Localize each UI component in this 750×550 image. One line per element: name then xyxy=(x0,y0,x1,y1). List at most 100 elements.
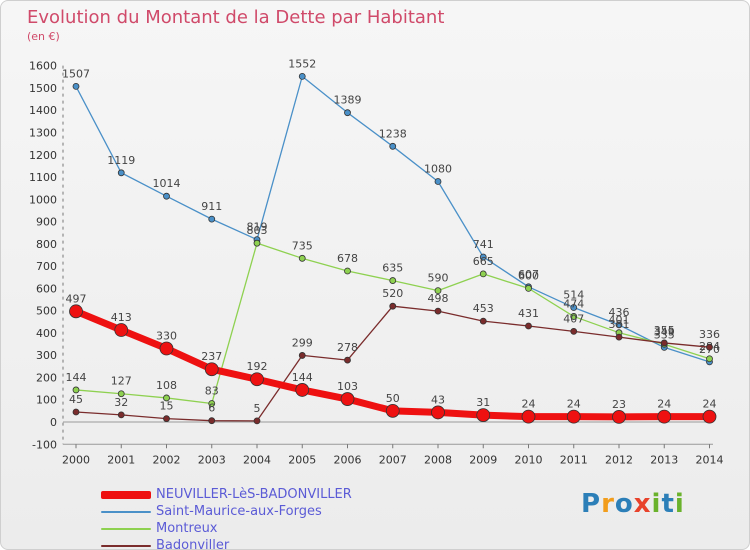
data-label: 24 xyxy=(703,398,717,411)
data-point xyxy=(69,304,83,319)
data-point xyxy=(298,254,306,262)
data-point xyxy=(570,313,578,320)
x-tick-label: 2008 xyxy=(424,453,452,466)
data-label: 237 xyxy=(201,350,222,363)
data-point xyxy=(476,408,491,422)
x-tick-label: 2009 xyxy=(469,453,497,466)
logo-letter: i xyxy=(651,489,662,519)
data-point xyxy=(72,408,80,416)
y-tick-label: 600 xyxy=(36,282,57,295)
data-label: 83 xyxy=(205,385,219,398)
data-point xyxy=(479,253,487,261)
x-tick-label: 2005 xyxy=(288,453,316,466)
chart-title: Evolution du Montant de la Dette par Hab… xyxy=(27,7,445,28)
data-point xyxy=(253,239,261,247)
y-tick-label: 800 xyxy=(36,238,57,251)
x-tick-label: 2001 xyxy=(107,453,135,466)
data-label: 24 xyxy=(657,398,671,411)
y-tick-label: 500 xyxy=(36,305,57,318)
y-tick-label: -100 xyxy=(32,438,57,451)
data-point xyxy=(615,321,623,329)
data-point xyxy=(706,355,713,363)
data-point xyxy=(521,409,536,424)
y-tick-label: 1500 xyxy=(29,82,57,95)
x-tick-label: 2007 xyxy=(379,453,407,466)
data-point xyxy=(204,362,219,377)
x-tick-label: 2004 xyxy=(243,453,271,466)
data-label: 23 xyxy=(612,398,626,411)
data-label: 431 xyxy=(518,307,539,320)
data-point xyxy=(389,302,397,310)
data-point xyxy=(702,409,717,424)
data-label: 24 xyxy=(522,398,536,411)
data-point xyxy=(340,392,355,406)
data-point xyxy=(117,169,125,177)
y-tick-label: 900 xyxy=(36,216,57,229)
data-point xyxy=(208,400,216,407)
data-point xyxy=(612,409,626,424)
data-point xyxy=(431,405,445,420)
data-point xyxy=(208,215,216,223)
data-label: 192 xyxy=(247,360,268,373)
y-tick-label: 200 xyxy=(36,371,57,384)
data-label: 520 xyxy=(382,287,403,300)
legend-item: NEUVILLER-LèS-BADONVILLER xyxy=(101,487,352,503)
data-label: 31 xyxy=(476,396,490,409)
data-label: 635 xyxy=(382,262,403,275)
x-tick-label: 2012 xyxy=(605,453,633,466)
x-tick-label: 2002 xyxy=(153,453,181,466)
logo-letter: P xyxy=(581,489,602,519)
data-point xyxy=(389,277,397,284)
data-label: 1238 xyxy=(379,127,407,140)
data-label: 498 xyxy=(428,292,449,305)
data-label: 335 xyxy=(654,328,675,341)
data-label: 413 xyxy=(111,311,132,324)
data-point xyxy=(479,317,487,325)
data-label: 407 xyxy=(563,312,584,325)
data-point xyxy=(163,415,170,423)
y-tick-label: 1400 xyxy=(29,104,57,117)
data-label: 497 xyxy=(66,292,87,305)
y-tick-label: 100 xyxy=(36,394,57,407)
data-point xyxy=(72,82,80,90)
data-point xyxy=(295,383,310,397)
data-label: 15 xyxy=(160,400,174,413)
legend-label: NEUVILLER-LèS-BADONVILLER xyxy=(156,487,352,502)
data-point xyxy=(250,372,264,387)
data-label: 607 xyxy=(518,268,539,281)
y-tick-label: 1600 xyxy=(29,60,57,73)
unit-label: (en €) xyxy=(27,30,60,43)
data-label: 43 xyxy=(431,393,445,406)
data-point xyxy=(657,409,672,424)
data-label: 1080 xyxy=(424,162,452,175)
data-label: 6 xyxy=(208,402,215,415)
y-tick-label: 300 xyxy=(36,349,57,362)
data-point xyxy=(253,417,261,425)
data-label: 336 xyxy=(699,328,720,341)
data-label: 103 xyxy=(337,380,358,393)
y-tick-label: 700 xyxy=(36,260,57,273)
data-point xyxy=(117,411,125,419)
data-label: 50 xyxy=(386,392,400,405)
proxiti-logo: Proxiti xyxy=(581,489,685,519)
data-point xyxy=(615,333,623,341)
data-label: 355 xyxy=(654,324,675,337)
data-label: 127 xyxy=(111,375,132,388)
data-label: 474 xyxy=(563,297,584,310)
data-label: 24 xyxy=(567,398,581,411)
logo-letter: x xyxy=(633,489,652,519)
y-tick-label: 1000 xyxy=(29,193,57,206)
data-point xyxy=(525,322,532,330)
legend-swatch xyxy=(101,491,151,499)
data-point xyxy=(72,386,80,394)
data-point xyxy=(159,341,174,356)
data-point xyxy=(114,323,129,337)
logo-letter: t xyxy=(661,489,675,519)
logo-letter: o xyxy=(614,489,634,519)
y-tick-label: 400 xyxy=(36,327,57,340)
data-point xyxy=(117,390,125,398)
data-label: 330 xyxy=(156,330,177,343)
data-label: 381 xyxy=(609,318,630,331)
